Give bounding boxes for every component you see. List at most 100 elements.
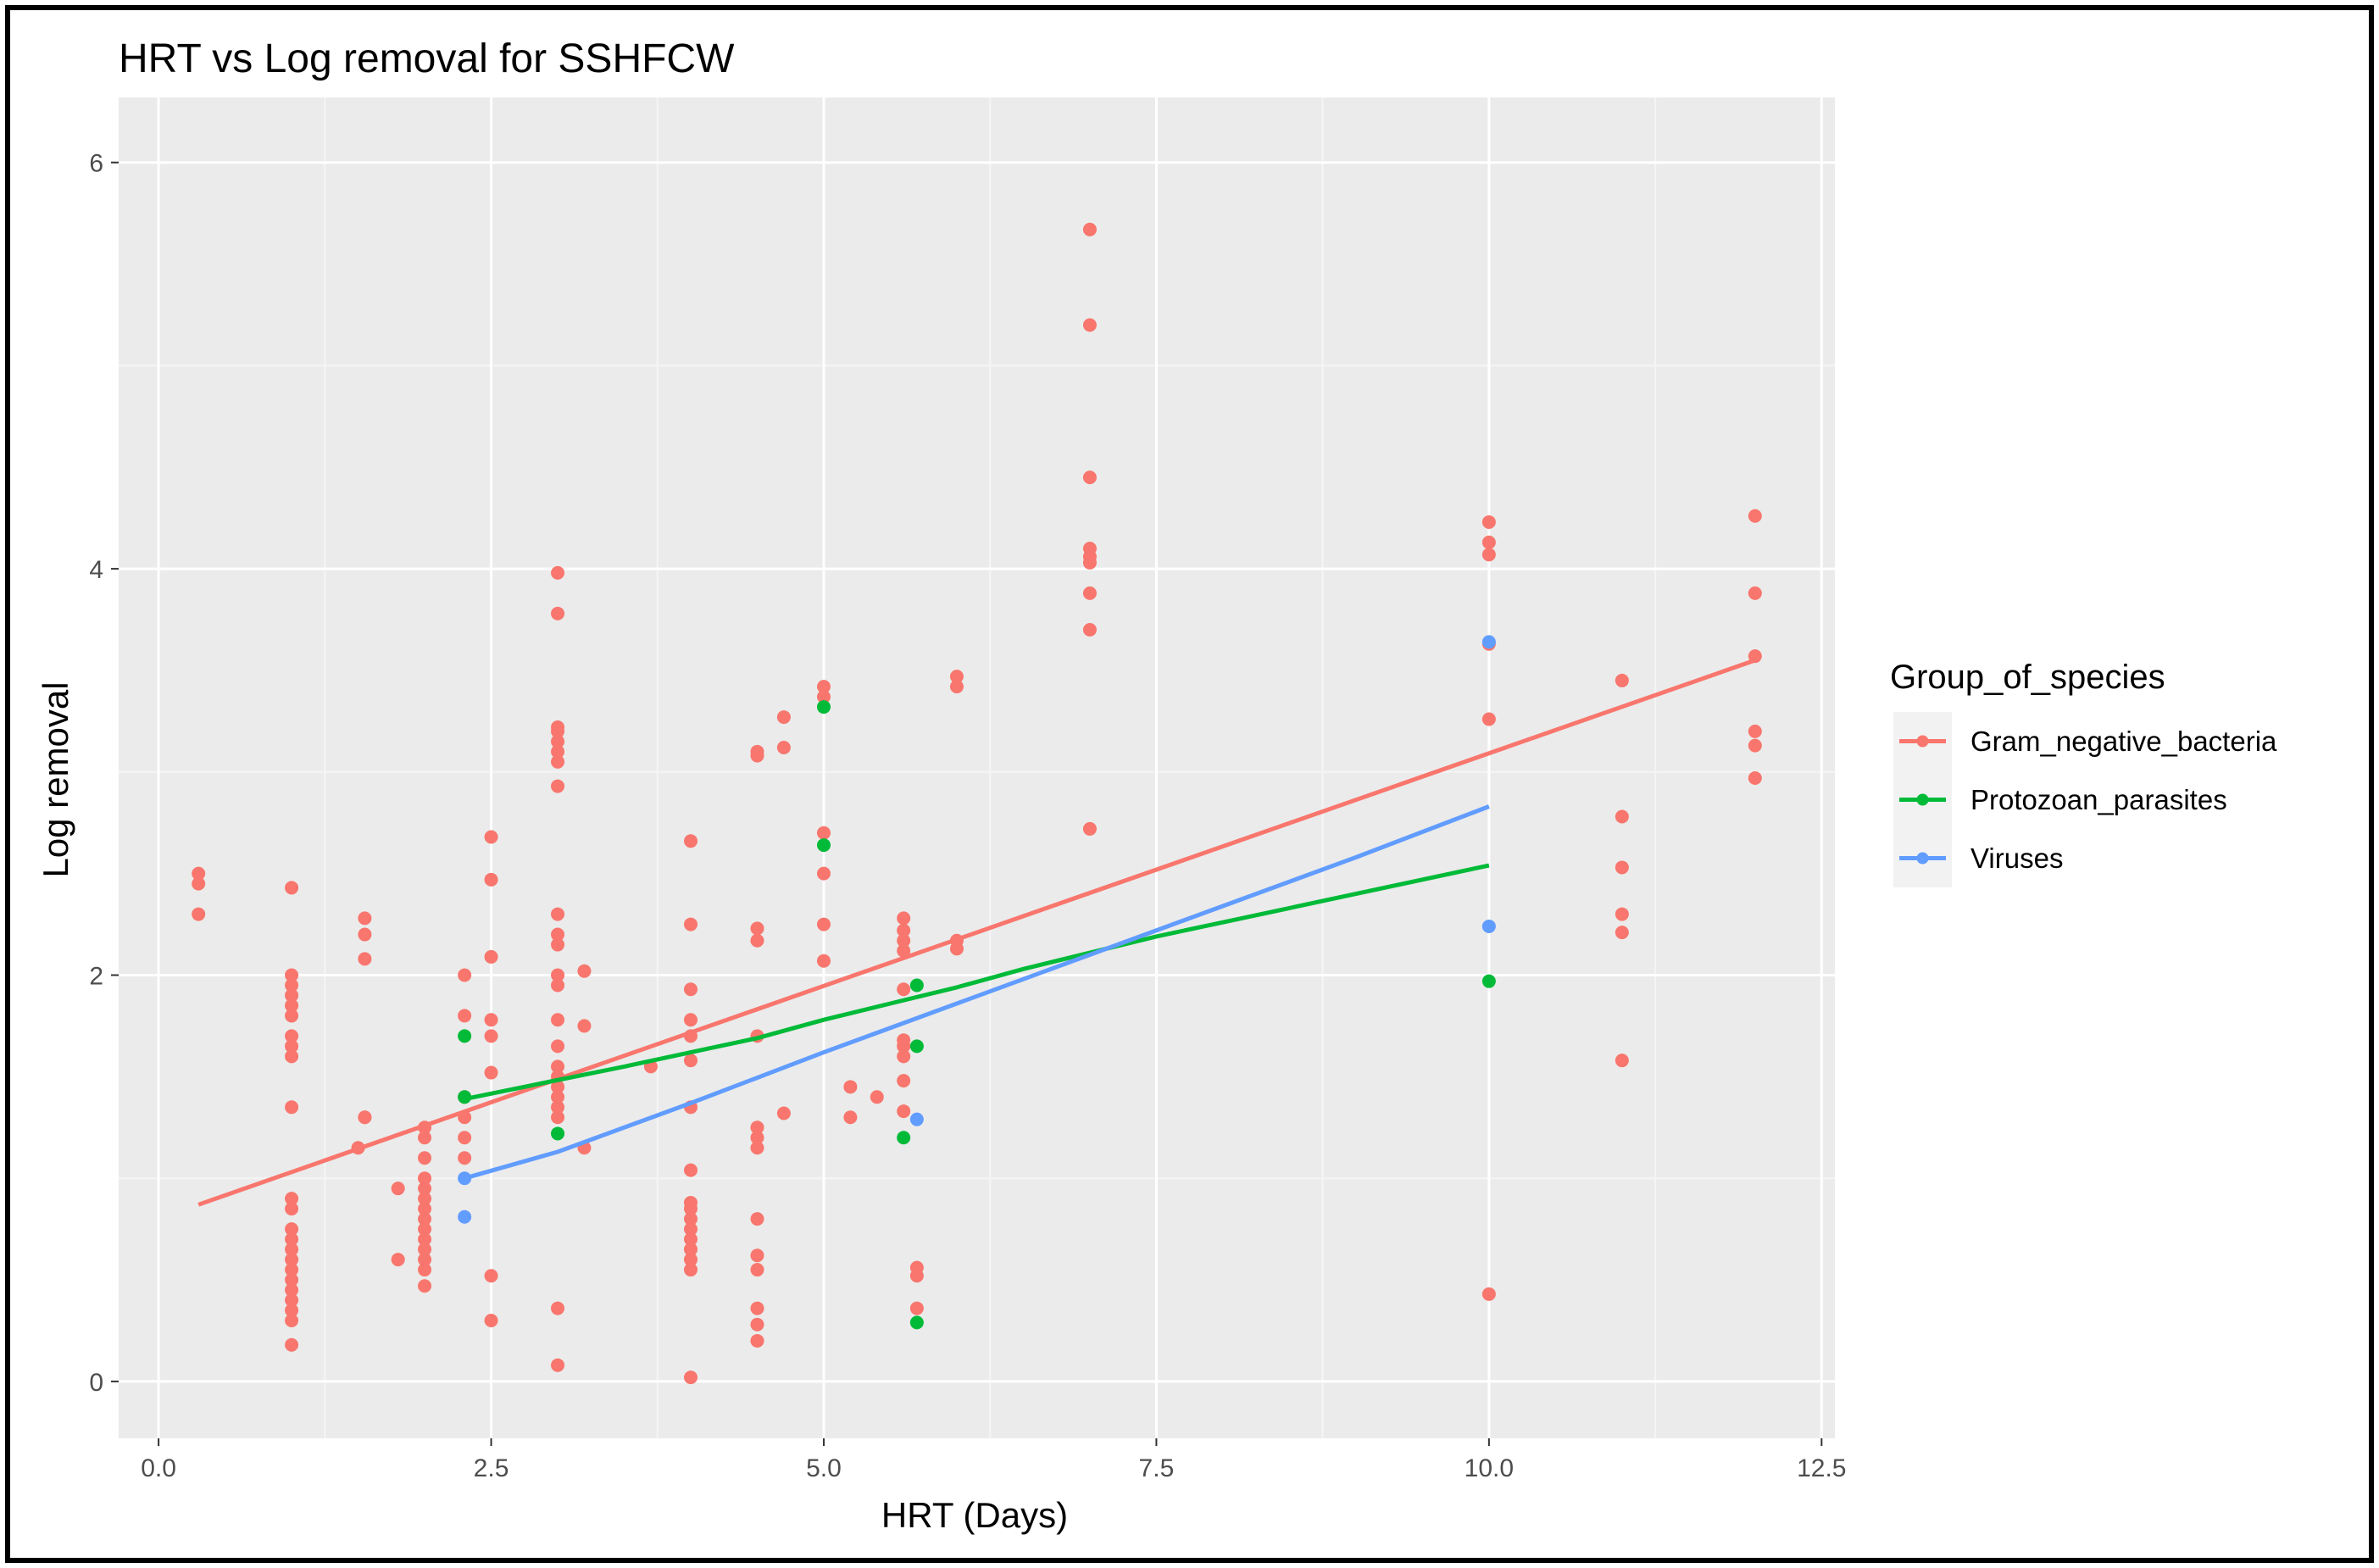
point-gram-negative-bacteria [418,1279,432,1293]
point-gram-negative-bacteria [684,1212,698,1226]
point-gram-negative-bacteria [551,1059,565,1074]
point-gram-negative-bacteria [1082,470,1097,485]
point-gram-negative-bacteria [285,881,299,895]
point-gram-negative-bacteria [285,1222,299,1237]
point-gram-negative-bacteria [750,921,764,936]
point-gram-negative-bacteria [551,1013,565,1027]
x-axis-label: HRT (Days) [881,1495,1068,1535]
point-gram-negative-bacteria [285,1337,299,1352]
point-gram-negative-bacteria [285,1100,299,1115]
point-gram-negative-bacteria [750,1263,764,1277]
point-gram-negative-bacteria [750,1301,764,1315]
point-gram-negative-bacteria [684,1371,698,1385]
point-protozoan-parasites [816,700,831,714]
point-viruses [909,1112,924,1126]
point-gram-negative-bacteria [458,1151,472,1165]
point-gram-negative-bacteria [458,1131,472,1145]
point-gram-negative-bacteria [418,1232,432,1247]
point-gram-negative-bacteria [484,1269,498,1283]
point-gram-negative-bacteria [684,834,698,848]
point-gram-negative-bacteria [1748,738,1762,753]
legend-label-protozoan-parasites: Protozoan_parasites [1970,784,2227,815]
point-gram-negative-bacteria [285,978,299,993]
point-gram-negative-bacteria [484,1065,498,1080]
point-gram-negative-bacteria [684,982,698,997]
point-gram-negative-bacteria [684,1163,698,1177]
point-gram-negative-bacteria [484,1013,498,1027]
point-gram-negative-bacteria [285,1313,299,1327]
x-tick-label: 7.5 [1139,1454,1175,1482]
point-gram-negative-bacteria [1082,222,1097,236]
point-gram-negative-bacteria [816,826,831,840]
point-gram-negative-bacteria [750,1212,764,1226]
x-tick-label: 10.0 [1465,1454,1514,1482]
x-tick-label: 0.0 [141,1454,176,1482]
point-viruses [1481,635,1496,649]
point-gram-negative-bacteria [750,1317,764,1332]
point-gram-negative-bacteria [684,917,698,931]
point-gram-negative-bacteria [684,1013,698,1027]
point-gram-negative-bacteria [484,1029,498,1043]
point-gram-negative-bacteria [551,606,565,620]
point-gram-negative-bacteria [484,949,498,964]
legend-point-protozoan-parasites [1916,793,1929,806]
point-protozoan-parasites [897,1131,911,1145]
trend-line-gram-negative-bacteria [197,658,1756,1207]
point-gram-negative-bacteria [816,954,831,968]
point-gram-negative-bacteria [750,1333,764,1348]
point-gram-negative-bacteria [1615,907,1629,921]
trend-line-viruses [464,804,1490,1181]
point-gram-negative-bacteria [418,1253,432,1267]
point-gram-negative-bacteria [418,1192,432,1206]
point-gram-negative-bacteria [551,937,565,952]
point-gram-negative-bacteria [551,744,565,759]
point-gram-negative-bacteria [551,565,565,580]
point-gram-negative-bacteria [684,1243,698,1257]
point-gram-negative-bacteria [358,1110,372,1125]
point-gram-negative-bacteria [1748,586,1762,600]
y-axis-label: Log removal [36,681,75,877]
point-gram-negative-bacteria [843,1080,858,1094]
legend: Group_of_species Gram_negative_bacteria P… [1890,659,2277,887]
point-gram-negative-bacteria [551,1100,565,1115]
point-protozoan-parasites [909,1315,924,1330]
grid-minor [119,97,1835,1438]
point-gram-negative-bacteria [285,1243,299,1257]
point-gram-negative-bacteria [684,1054,698,1068]
point-gram-negative-bacteria [816,680,831,694]
point-gram-negative-bacteria [897,911,911,926]
point-gram-negative-bacteria [285,988,299,1003]
y-tick-label: 6 [89,150,103,178]
point-gram-negative-bacteria [551,779,565,793]
point-gram-negative-bacteria [870,1090,884,1104]
point-gram-negative-bacteria [358,927,372,942]
point-gram-negative-bacteria [484,872,498,887]
point-gram-negative-bacteria [776,1106,791,1120]
point-gram-negative-bacteria [1082,821,1097,836]
point-gram-negative-bacteria [358,911,372,926]
point-gram-negative-bacteria [551,968,565,982]
point-gram-negative-bacteria [684,1263,698,1277]
point-gram-negative-bacteria [684,1232,698,1247]
point-gram-negative-bacteria [1615,673,1629,687]
legend-title: Group_of_species [1890,659,2165,696]
point-gram-negative-bacteria [285,1273,299,1287]
point-gram-negative-bacteria [285,1263,299,1277]
point-gram-negative-bacteria [285,968,299,982]
point-gram-negative-bacteria [843,1110,858,1125]
point-gram-negative-bacteria [285,1009,299,1023]
chart-title: HRT vs Log removal for SSHFCW [119,36,735,81]
point-gram-negative-bacteria [418,1222,432,1237]
point-gram-negative-bacteria [418,1263,432,1277]
point-gram-negative-bacteria [1082,318,1097,332]
point-gram-negative-bacteria [285,1232,299,1247]
point-gram-negative-bacteria [949,942,964,956]
point-gram-negative-bacteria [551,1080,565,1094]
point-gram-negative-bacteria [909,1269,924,1283]
x-tick-label: 12.5 [1797,1454,1846,1482]
legend-point-gram-negative-bacteria [1916,735,1929,748]
point-gram-negative-bacteria [285,1192,299,1206]
point-gram-negative-bacteria [750,1131,764,1145]
point-protozoan-parasites [1481,974,1496,988]
